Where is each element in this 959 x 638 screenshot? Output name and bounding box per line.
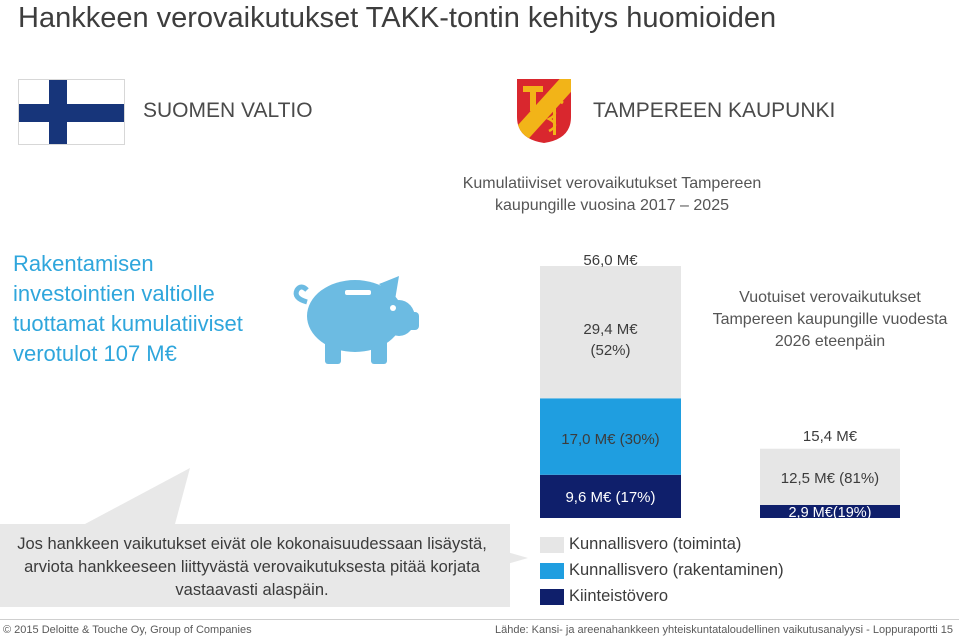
bar-label-kiinteisto: 9,6 M€ (17%) <box>565 489 656 506</box>
bar-segment-toiminta <box>540 266 681 399</box>
legend-swatch <box>540 537 564 553</box>
callout-shape <box>0 468 528 607</box>
legend-label: Kunnallisvero (rakentaminen) <box>569 561 784 579</box>
footer-copyright: © 2015 Deloitte & Touche Oy, Group of Co… <box>3 624 252 636</box>
footer-divider <box>0 619 959 620</box>
bar-label-toiminta-share: (52%) <box>590 342 631 359</box>
cumulative-heading: Kumulatiiviset verovaikutukset Tampereen… <box>462 175 762 214</box>
cumulative-total-label: 56,0 M€ <box>583 252 638 269</box>
legend-label: Kiinteistövero <box>569 587 669 605</box>
legend-swatch <box>540 563 564 579</box>
state-tax-revenue-text: Rakentamisen investointien valtiolle tuo… <box>13 251 243 366</box>
annual-segment-kiinteisto <box>760 504 900 518</box>
annual-segment-toiminta <box>760 448 900 505</box>
bar-segment-kiinteisto <box>540 474 681 518</box>
annual-total-label: 15,4 M€ <box>802 428 858 445</box>
annual-label-toiminta: 12,5 M€ (81%) <box>780 470 880 487</box>
tampere-coat-of-arms-icon <box>517 79 571 143</box>
annual-label-kiinteisto: 2,9 M€(19%) <box>788 505 872 521</box>
legend-label: Kunnallisvero (toiminta) <box>569 535 742 553</box>
callout-text: Jos hankkeen vaikutukset eivät ole kokon… <box>17 535 487 599</box>
piggy-bank-icon <box>293 276 419 364</box>
legend-swatch <box>540 589 564 605</box>
city-name: TAMPEREEN KAUPUNKI <box>593 99 836 122</box>
page-title: Hankkeen verovaikutukset TAKK-tontin keh… <box>18 2 777 34</box>
finland-flag-icon <box>18 79 125 145</box>
bar-segment-rakentaminen <box>540 398 681 475</box>
state-name: SUOMEN VALTIO <box>143 99 313 122</box>
annual-heading: Vuotuiset verovaikutukset Tampereen kaup… <box>712 289 948 350</box>
footer-source: Lähde: Kansi- ja areenahankkeen yhteisku… <box>494 624 953 636</box>
bar-label-toiminta-value: 29,4 M€ <box>583 321 638 338</box>
bar-label-rakentaminen: 17,0 M€ (30%) <box>561 431 660 448</box>
